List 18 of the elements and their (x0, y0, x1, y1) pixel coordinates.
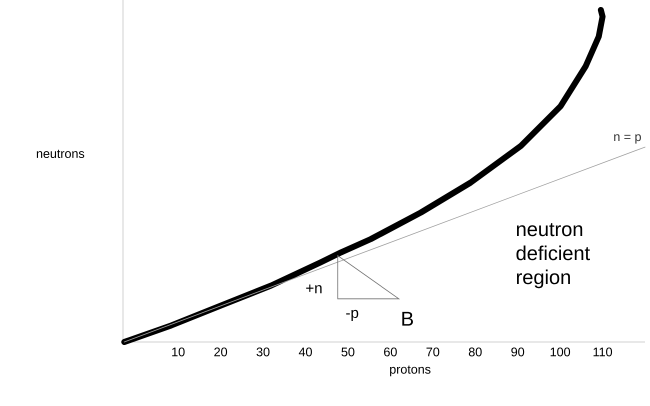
series-label: n = p (614, 134, 641, 144)
x-tick-label: 90 (511, 348, 524, 356)
y-axis-title: neutrons (36, 150, 84, 158)
x-tick-label: 10 (172, 348, 185, 356)
x-tick-label: 30 (256, 348, 270, 356)
annotation: neutron deficient region (516, 223, 590, 288)
x-axis-title: protons (390, 366, 430, 376)
x-tick-label: 70 (426, 348, 440, 356)
x-tick-label: 60 (384, 348, 397, 356)
x-tick-label: 40 (298, 348, 312, 356)
annotation: -p (346, 310, 358, 322)
x-tick-label: 20 (214, 348, 228, 356)
annotation: +n (306, 284, 322, 294)
x-tick-label: 80 (468, 348, 482, 356)
x-tick-label: 50 (341, 348, 354, 356)
x-tick-label: 110 (594, 348, 612, 356)
x-tick-label: 100 (550, 348, 570, 356)
annotation: B (402, 312, 413, 326)
